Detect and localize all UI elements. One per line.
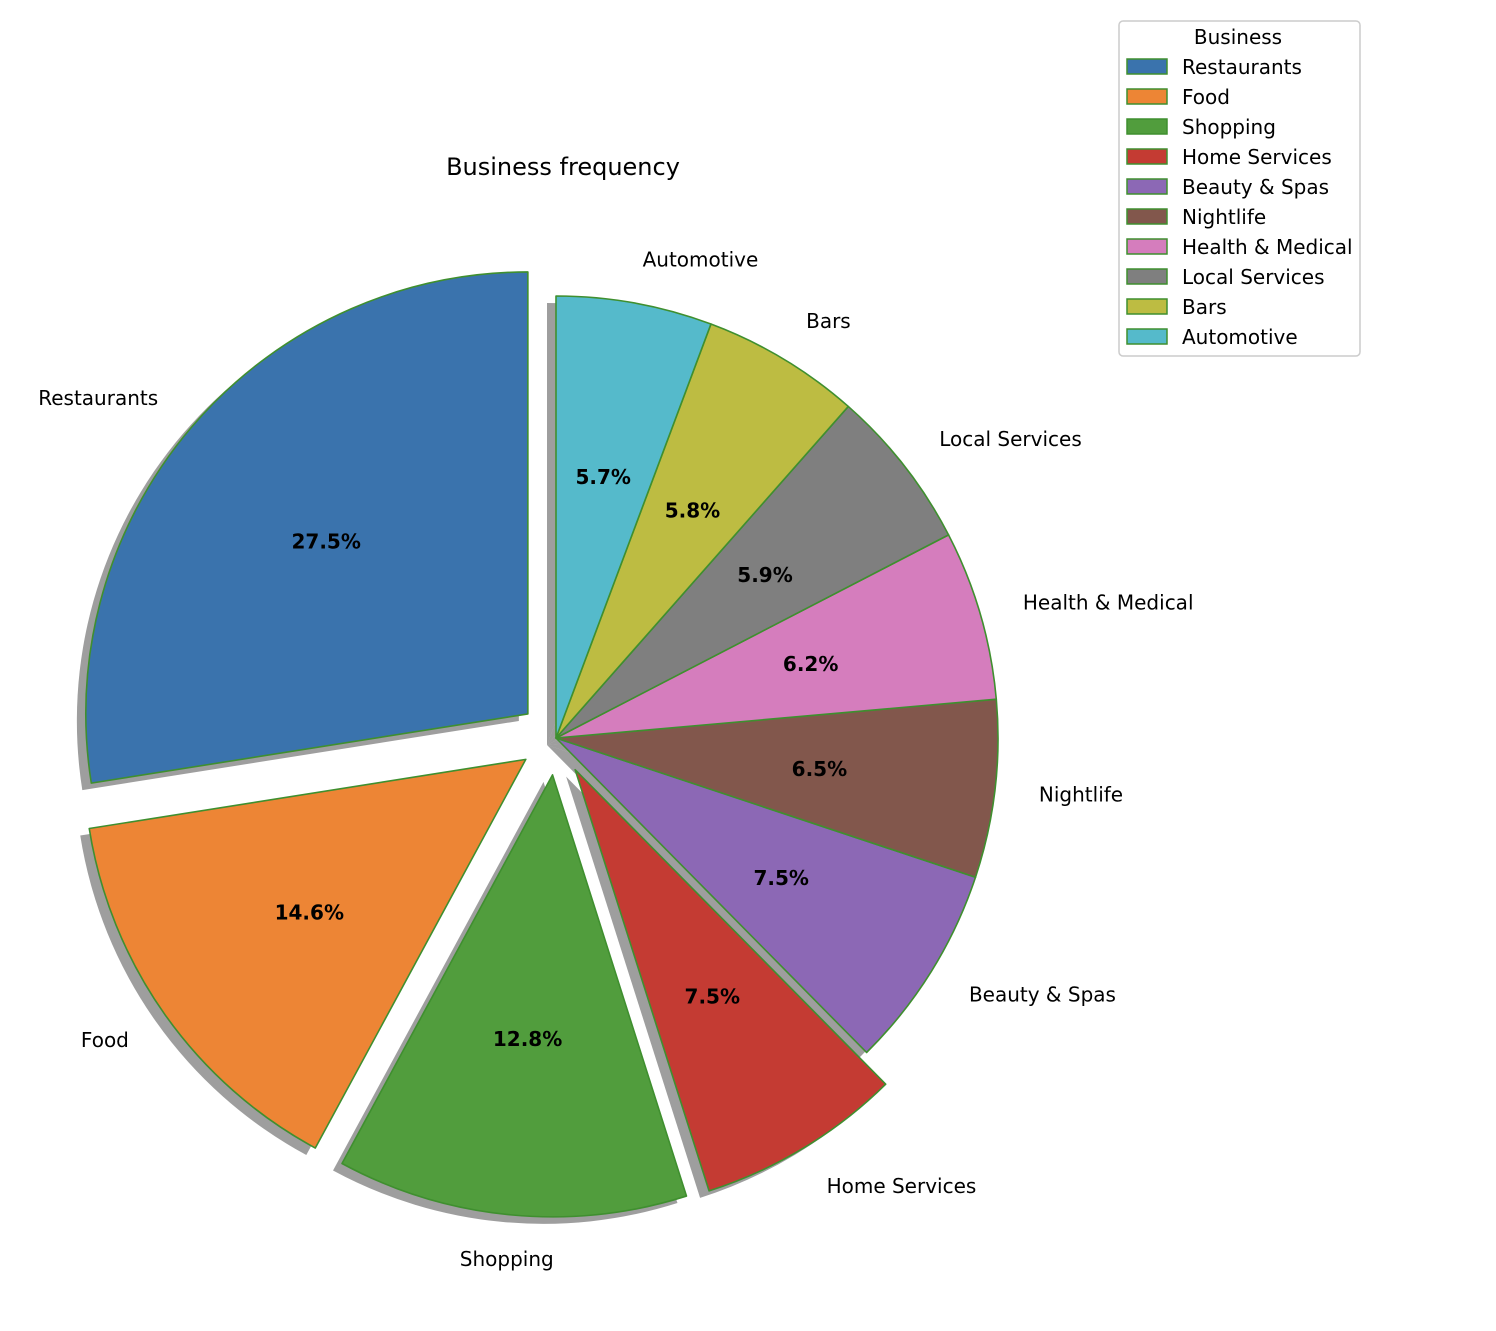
legend-label-beauty-and-spas: Beauty & Spas bbox=[1182, 175, 1329, 199]
slice-local-services bbox=[555, 405, 950, 739]
category-label-restaurants: Restaurants bbox=[38, 386, 158, 410]
legend-items: Restaurants Food Shopping Home Services Beau… bbox=[1126, 55, 1353, 349]
slice-nightlife bbox=[555, 698, 999, 879]
legend-swatch-home-services bbox=[1126, 148, 1168, 165]
slice-beauty-and-spas bbox=[555, 737, 977, 1054]
percent-labels: 27.5% 14.6% 12.8% 7.5% 7.5% 6.5% 6.2% 5.9% 5.8% 5… bbox=[275, 465, 848, 1051]
percent-label-beauty-and-spas: 7.5% bbox=[754, 866, 809, 890]
legend-swatch-bars bbox=[1126, 298, 1168, 315]
category-label-automotive: Automotive bbox=[643, 248, 759, 272]
category-label-shopping: Shopping bbox=[460, 1247, 554, 1271]
category-label-beauty-and-spas: Beauty & Spas bbox=[969, 983, 1116, 1007]
legend-swatch-shopping bbox=[1126, 118, 1168, 135]
percent-label-food: 14.6% bbox=[275, 901, 344, 925]
legend-label-automotive: Automotive bbox=[1182, 325, 1298, 349]
percent-label-shopping: 12.8% bbox=[493, 1027, 562, 1051]
pie-slices bbox=[85, 271, 999, 1218]
percent-label-nightlife: 6.5% bbox=[792, 757, 847, 781]
legend-label-food: Food bbox=[1182, 85, 1230, 109]
legend-label-restaurants: Restaurants bbox=[1182, 55, 1302, 79]
percent-label-local-services: 5.9% bbox=[737, 563, 792, 587]
percent-label-bars: 5.8% bbox=[665, 499, 720, 523]
category-label-home-services: Home Services bbox=[827, 1174, 977, 1198]
legend-label-shopping: Shopping bbox=[1182, 115, 1276, 139]
slice-restaurants bbox=[85, 271, 529, 784]
slice-food bbox=[88, 758, 527, 1149]
percent-label-restaurants: 27.5% bbox=[292, 530, 361, 554]
legend-title: Business bbox=[1194, 25, 1282, 49]
category-label-bars: Bars bbox=[806, 309, 851, 333]
percent-label-health-and-medical: 6.2% bbox=[783, 652, 838, 676]
slice-home-services bbox=[574, 768, 887, 1192]
category-label-food: Food bbox=[81, 1028, 129, 1052]
category-label-health-and-medical: Health & Medical bbox=[1023, 590, 1194, 614]
legend-label-health-and-medical: Health & Medical bbox=[1182, 235, 1353, 259]
slice-automotive bbox=[555, 295, 712, 739]
category-label-local-services: Local Services bbox=[939, 427, 1082, 451]
legend-label-home-services: Home Services bbox=[1182, 145, 1332, 169]
legend-label-nightlife: Nightlife bbox=[1182, 205, 1266, 229]
legend-label-local-services: Local Services bbox=[1182, 265, 1325, 289]
slice-shopping bbox=[341, 774, 688, 1218]
percent-label-automotive: 5.7% bbox=[576, 465, 631, 489]
slice-health-and-medical bbox=[555, 534, 998, 739]
legend-swatch-health-and-medical bbox=[1126, 238, 1168, 255]
category-label-nightlife: Nightlife bbox=[1039, 782, 1123, 806]
legend-swatch-beauty-and-spas bbox=[1126, 178, 1168, 195]
legend-frame bbox=[1118, 20, 1361, 357]
legend-swatch-food bbox=[1126, 88, 1168, 105]
legend-swatch-local-services bbox=[1126, 268, 1168, 285]
slice-bars bbox=[555, 323, 850, 739]
legend-label-bars: Bars bbox=[1182, 295, 1227, 319]
legend-swatch-nightlife bbox=[1126, 208, 1168, 225]
chart-title: Business frequency bbox=[446, 153, 680, 181]
percent-label-home-services: 7.5% bbox=[685, 985, 740, 1009]
category-labels: Restaurants Food Shopping Home Services Beau… bbox=[38, 248, 1193, 1271]
legend: Business Restaurants Food Shopping Home Ser… bbox=[1118, 20, 1361, 357]
legend-swatch-restaurants bbox=[1126, 58, 1168, 75]
legend-swatch-automotive bbox=[1126, 328, 1168, 345]
